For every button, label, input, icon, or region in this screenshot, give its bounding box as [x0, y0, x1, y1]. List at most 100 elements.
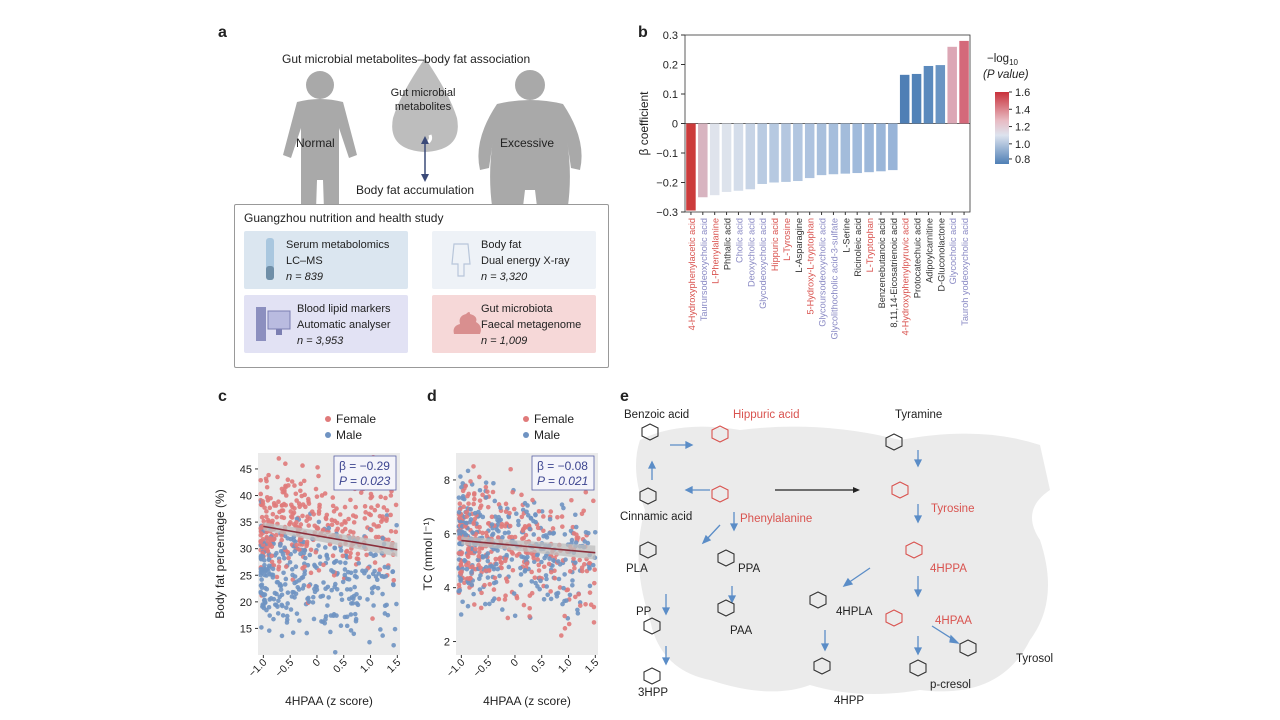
point-male — [348, 612, 354, 617]
point-female — [258, 526, 264, 531]
bar — [757, 123, 767, 184]
point-female — [287, 521, 292, 527]
point-female — [485, 504, 491, 510]
point-female — [261, 518, 267, 524]
x-tick-label: Deoxycholic acid — [746, 218, 756, 287]
point-male — [568, 528, 574, 534]
point-male — [471, 591, 476, 597]
point-female — [316, 568, 322, 573]
point-male — [346, 596, 352, 602]
point-female — [529, 569, 534, 575]
point-male — [344, 614, 350, 620]
point-female — [279, 508, 285, 513]
point-male — [478, 573, 483, 578]
point-female — [482, 582, 487, 588]
point-female — [477, 505, 483, 511]
point-female — [315, 465, 320, 470]
point-male — [490, 531, 496, 537]
point-male — [491, 566, 497, 572]
point-female — [472, 496, 477, 502]
point-male — [573, 512, 578, 518]
bar — [828, 123, 839, 175]
point-male — [373, 552, 378, 558]
point-male — [258, 566, 264, 572]
card-microbiota-line2: Faecal metagenome — [481, 319, 582, 331]
point-female — [510, 489, 515, 495]
point-male — [522, 569, 528, 574]
point-male — [289, 594, 295, 599]
point-female — [264, 509, 269, 514]
body-fat-scatter-chart: β = −0.29P = 0.023 −1.0 −0.5 0 0.5 1.0 1.5 45 40… — [213, 412, 404, 708]
point-male — [544, 576, 549, 582]
point-female — [557, 585, 563, 590]
point-male — [352, 611, 358, 617]
point-male — [300, 586, 306, 591]
label-cinnamic-acid: Cinnamic acid — [620, 511, 693, 523]
y-tick-label: 0.1 — [663, 89, 678, 101]
point-female — [308, 570, 314, 576]
bar — [733, 123, 744, 191]
point-male — [332, 649, 338, 655]
point-female — [470, 564, 475, 569]
point-female — [541, 564, 547, 570]
point-female — [375, 503, 381, 509]
point-female — [346, 516, 351, 522]
point-male — [382, 603, 388, 609]
point-male — [534, 552, 540, 558]
point-female — [478, 565, 483, 571]
point-male — [543, 573, 549, 578]
point-female — [277, 559, 282, 564]
point-male — [345, 569, 351, 575]
label-benzoic-acid: Benzoic acid — [624, 409, 690, 421]
point-female — [348, 497, 353, 503]
point-female — [354, 556, 360, 561]
point-female — [472, 516, 478, 522]
point-female — [459, 569, 464, 574]
point-male — [547, 516, 553, 522]
point-female — [309, 509, 315, 514]
point-female — [299, 493, 305, 499]
card-bodyfat-n: n = 3,320 — [481, 271, 528, 283]
point-male — [539, 509, 545, 514]
point-male — [259, 625, 264, 630]
faeces-icon — [453, 312, 481, 334]
point-female — [560, 524, 565, 529]
point-female — [535, 525, 541, 531]
bar — [899, 74, 910, 124]
point-female — [502, 597, 508, 602]
point-male — [541, 596, 547, 602]
point-female — [265, 539, 270, 544]
point-female — [312, 523, 318, 529]
point-female — [330, 495, 336, 500]
point-female — [298, 488, 303, 494]
point-female — [342, 504, 348, 510]
point-male — [494, 561, 499, 567]
x-tick-label: 1.5 — [385, 657, 404, 676]
point-male — [348, 587, 353, 592]
point-female — [570, 524, 576, 530]
point-male — [492, 596, 497, 601]
point-male — [468, 517, 474, 522]
point-female — [532, 575, 538, 580]
bar — [793, 123, 803, 182]
point-female — [294, 542, 299, 548]
point-male — [294, 516, 300, 522]
point-male — [391, 582, 396, 588]
point-female — [507, 523, 513, 529]
point-female — [279, 514, 285, 520]
x-tick-label: 5-Hydroxy-L-tryptophan — [806, 218, 816, 315]
point-male — [311, 616, 317, 622]
point-male — [362, 570, 367, 576]
x-tick-label: Benzenebutanoic acid — [877, 218, 887, 308]
card-serum-n: n = 839 — [286, 271, 324, 283]
confidence-band — [461, 536, 596, 560]
bar — [923, 65, 934, 124]
point-male — [394, 601, 399, 607]
point-male — [391, 642, 396, 648]
y-axis-label: TC (mmol l⁻¹) — [421, 518, 435, 591]
point-female — [358, 490, 364, 495]
y-tick-label: 6 — [444, 529, 450, 541]
point-male — [272, 590, 278, 596]
point-male — [556, 576, 562, 582]
point-female — [393, 529, 399, 535]
